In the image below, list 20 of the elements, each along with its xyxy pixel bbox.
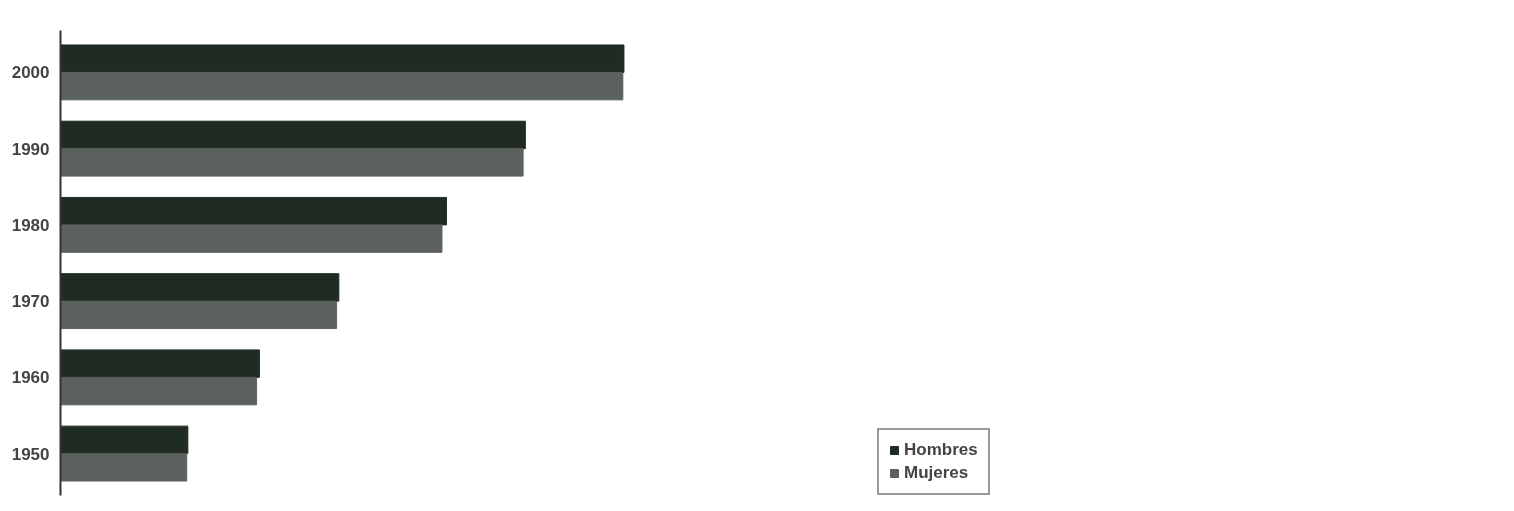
- bar: [60, 71, 624, 101]
- bar: [60, 376, 258, 406]
- bar: [60, 300, 338, 330]
- bar: [60, 120, 526, 150]
- y-tick-label: 1960: [11, 368, 50, 388]
- bar: [60, 425, 189, 455]
- bar: [60, 453, 188, 482]
- legend-label: Mujeres: [904, 463, 969, 483]
- bar: [60, 273, 340, 302]
- y-tick-label: 1990: [11, 139, 50, 159]
- legend-label: Hombres: [904, 440, 978, 460]
- y-tick-label: 1980: [11, 215, 50, 235]
- bar: [60, 148, 524, 177]
- y-tick-label: 1950: [11, 444, 50, 464]
- bar: [60, 44, 625, 73]
- y-tick-label: 1970: [11, 292, 50, 312]
- bar: [60, 224, 443, 253]
- y-tick-label: 2000: [11, 63, 50, 83]
- bar: [60, 196, 447, 226]
- bar: [60, 349, 260, 378]
